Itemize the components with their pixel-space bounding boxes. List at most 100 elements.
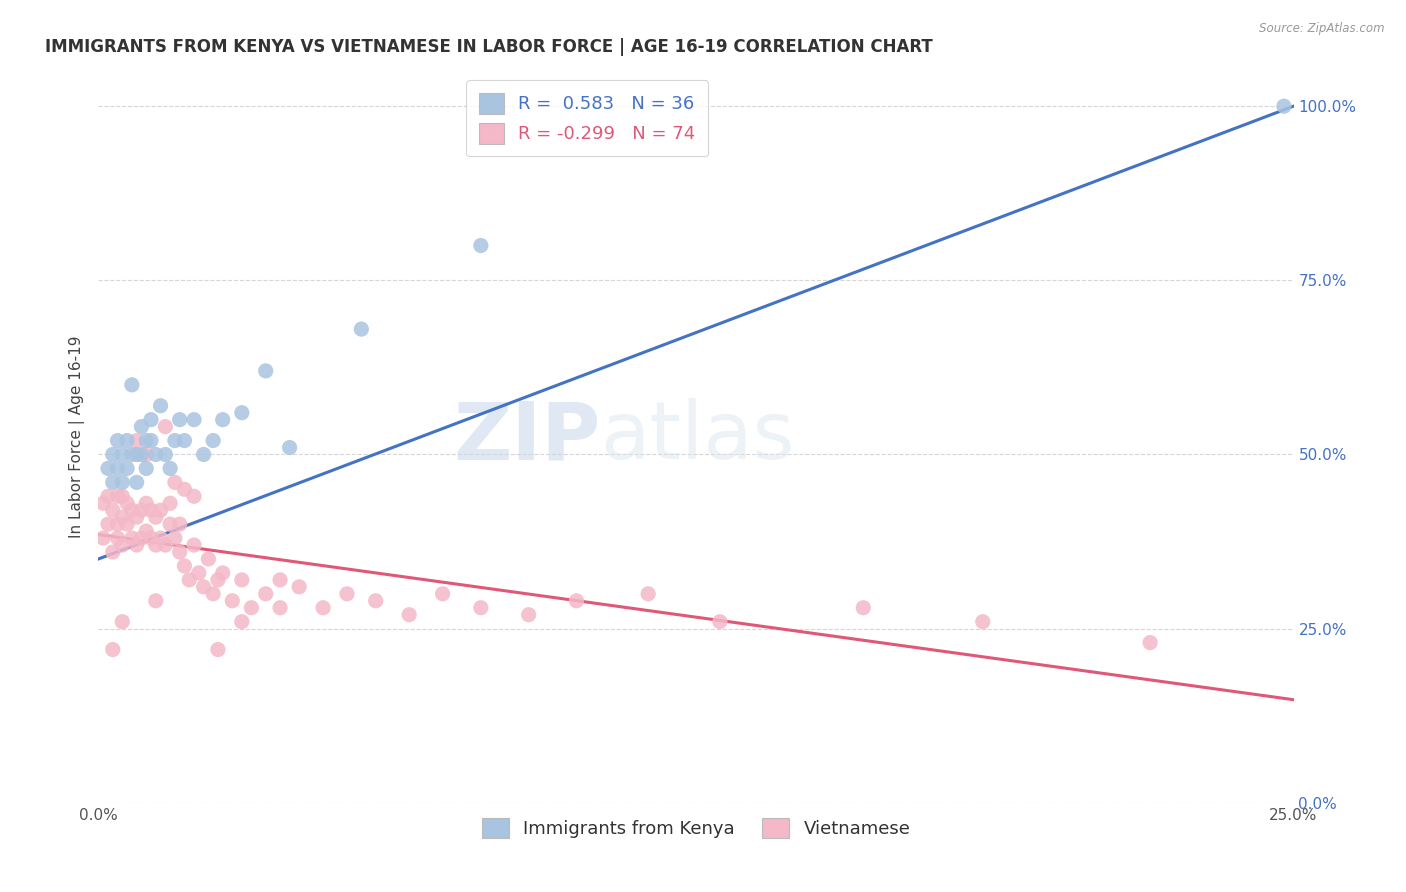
Point (207, 642, 229, 657)
Y-axis label: In Labor Force | Age 16-19: In Labor Force | Age 16-19 (69, 335, 86, 539)
Point (173, 434, 195, 448)
Point (139, 531, 162, 545)
Point (231, 615, 253, 629)
Point (470, 600, 492, 615)
Point (221, 594, 243, 608)
Point (254, 364, 277, 378)
Point (145, 594, 167, 608)
Point (231, 406, 253, 420)
Point (115, 517, 138, 532)
Point (145, 538, 167, 552)
Point (163, 475, 186, 490)
Point (202, 434, 225, 448)
Point (107, 434, 129, 448)
Point (269, 600, 291, 615)
Point (97, 489, 120, 503)
Point (193, 448, 215, 462)
Point (432, 587, 454, 601)
Text: IMMIGRANTS FROM KENYA VS VIETNAMESE IN LABOR FORCE | AGE 16-19 CORRELATION CHART: IMMIGRANTS FROM KENYA VS VIETNAMESE IN L… (45, 38, 932, 56)
Point (125, 510, 148, 524)
Point (115, 496, 138, 510)
Point (1139, 635, 1161, 649)
Point (183, 489, 205, 503)
Point (145, 448, 167, 462)
Point (173, 483, 195, 497)
Point (155, 419, 177, 434)
Point (398, 607, 420, 622)
Point (91, 531, 114, 545)
Point (169, 517, 191, 532)
Point (131, 448, 153, 462)
Point (121, 503, 143, 517)
Point (111, 538, 134, 552)
Point (101, 642, 124, 657)
Point (111, 489, 134, 503)
Legend: Immigrants from Kenya, Vietnamese: Immigrants from Kenya, Vietnamese (474, 811, 918, 845)
Point (111, 448, 134, 462)
Point (111, 475, 134, 490)
Point (115, 434, 138, 448)
Point (135, 448, 157, 462)
Point (470, 238, 492, 252)
Point (131, 419, 153, 434)
Point (101, 545, 124, 559)
Point (155, 448, 177, 462)
Point (107, 517, 129, 532)
Point (254, 587, 277, 601)
Point (517, 607, 540, 622)
Point (211, 566, 233, 580)
Point (145, 510, 167, 524)
Point (278, 441, 301, 455)
Text: ZIP: ZIP (453, 398, 600, 476)
Point (111, 510, 134, 524)
Point (709, 615, 731, 629)
Point (139, 412, 162, 426)
Point (179, 573, 201, 587)
Point (149, 531, 172, 545)
Point (121, 448, 143, 462)
Point (288, 580, 311, 594)
Point (972, 615, 994, 629)
Point (97, 517, 120, 532)
Point (350, 322, 373, 336)
Point (121, 531, 143, 545)
Point (107, 531, 129, 545)
Point (135, 524, 157, 538)
Point (183, 538, 205, 552)
Point (565, 594, 588, 608)
Point (121, 377, 143, 392)
Point (135, 434, 157, 448)
Point (202, 587, 225, 601)
Point (211, 412, 233, 426)
Point (637, 587, 659, 601)
Point (169, 545, 191, 559)
Point (131, 531, 153, 545)
Point (111, 615, 134, 629)
Point (269, 573, 291, 587)
Point (852, 600, 875, 615)
Point (183, 412, 205, 426)
Text: Source: ZipAtlas.com: Source: ZipAtlas.com (1260, 22, 1385, 36)
Point (139, 503, 162, 517)
Point (125, 434, 148, 448)
Point (336, 587, 359, 601)
Point (159, 496, 181, 510)
Point (155, 538, 177, 552)
Point (197, 552, 219, 566)
Point (125, 538, 148, 552)
Point (240, 600, 263, 615)
Point (187, 566, 209, 580)
Point (159, 461, 181, 475)
Point (231, 573, 253, 587)
Point (169, 412, 191, 426)
Point (135, 461, 157, 475)
Point (149, 503, 172, 517)
Point (312, 600, 335, 615)
Point (193, 580, 215, 594)
Point (1272, 99, 1295, 113)
Point (149, 399, 172, 413)
Point (163, 531, 186, 545)
Point (159, 517, 181, 532)
Point (107, 461, 129, 475)
Point (207, 573, 229, 587)
